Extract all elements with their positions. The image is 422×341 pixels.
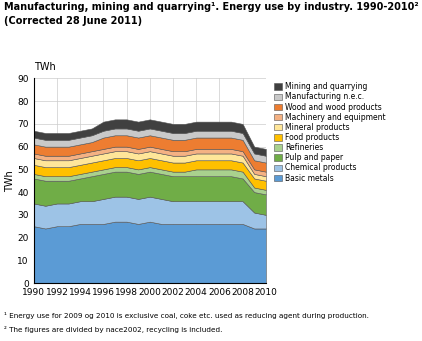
Text: Manufacturing, mining and quarrying¹. Energy use by industry. 1990-2010²: Manufacturing, mining and quarrying¹. En… xyxy=(4,2,419,12)
Legend: Mining and quarrying, Manufacturing n.e.c., Wood and wood products, Machinery an: Mining and quarrying, Manufacturing n.e.… xyxy=(274,82,386,182)
Text: ² The figures are divided by nace2002, recycling is included.: ² The figures are divided by nace2002, r… xyxy=(4,326,222,333)
Y-axis label: TWh: TWh xyxy=(5,170,15,192)
Text: TWh: TWh xyxy=(34,62,56,72)
Text: ¹ Energy use for 2009 og 2010 is exclusive coal, coke etc. used as reducing agen: ¹ Energy use for 2009 og 2010 is exclusi… xyxy=(4,312,369,319)
Text: (Corrected 28 June 2011): (Corrected 28 June 2011) xyxy=(4,16,142,26)
